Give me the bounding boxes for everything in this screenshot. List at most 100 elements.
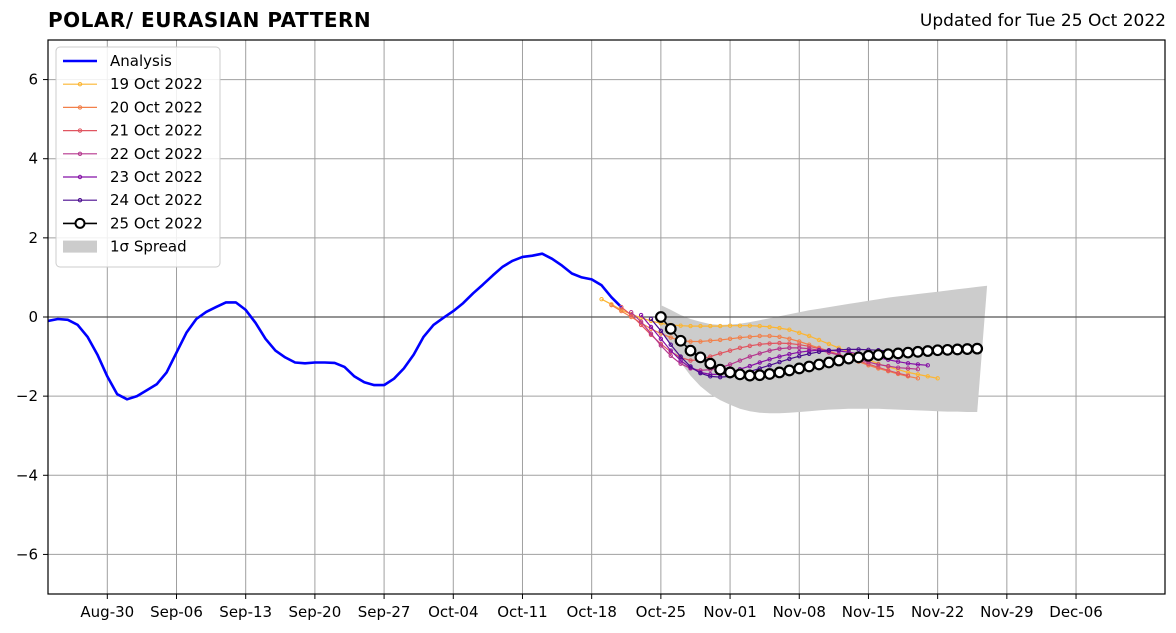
data-point xyxy=(905,361,911,366)
data-point xyxy=(694,351,707,364)
data-point xyxy=(767,324,772,330)
data-point xyxy=(668,353,673,358)
data-point xyxy=(777,354,782,359)
legend-item: 20 Oct 2022 xyxy=(63,98,203,116)
data-point xyxy=(757,323,762,329)
data-point xyxy=(777,346,782,351)
data-point xyxy=(688,323,693,329)
data-point xyxy=(727,362,733,367)
data-point xyxy=(737,345,743,351)
data-point xyxy=(678,354,683,359)
data-point xyxy=(905,373,911,378)
legend-marker xyxy=(77,105,83,110)
data-point xyxy=(793,362,806,375)
data-point xyxy=(806,348,812,354)
data-point xyxy=(737,323,743,328)
x-tick-label: Sep-27 xyxy=(358,603,411,621)
data-point xyxy=(708,338,713,343)
data-point xyxy=(806,346,812,351)
data-point xyxy=(931,344,944,357)
data-point xyxy=(915,372,921,377)
data-point xyxy=(813,358,825,371)
y-tick-label: 2 xyxy=(28,229,38,247)
y-tick-label: 0 xyxy=(28,308,38,326)
data-point xyxy=(826,348,832,353)
legend-marker xyxy=(74,217,86,229)
data-point xyxy=(856,347,861,352)
data-point xyxy=(852,351,865,364)
data-point xyxy=(708,323,713,329)
data-point xyxy=(609,302,614,308)
y-tick-label: 6 xyxy=(28,71,38,89)
legend-box xyxy=(55,46,221,268)
data-point xyxy=(727,336,733,341)
data-point xyxy=(862,349,875,362)
data-point xyxy=(757,342,762,347)
data-point xyxy=(921,345,934,357)
x-tick-label: Nov-29 xyxy=(980,603,1033,621)
data-point xyxy=(961,343,974,355)
data-point xyxy=(698,323,703,329)
data-point xyxy=(842,352,855,365)
y-tick-label: −2 xyxy=(16,387,38,405)
data-point xyxy=(797,353,802,359)
data-point xyxy=(836,347,841,353)
data-point xyxy=(767,363,772,368)
data-point xyxy=(717,323,723,329)
data-point xyxy=(599,296,604,302)
data-point xyxy=(747,343,753,349)
data-point xyxy=(777,334,782,339)
data-point xyxy=(747,334,753,339)
data-point xyxy=(619,308,624,314)
data-point xyxy=(658,328,664,334)
data-point xyxy=(717,337,723,343)
data-point xyxy=(911,345,924,358)
legend-marker xyxy=(77,82,83,87)
data-point xyxy=(895,365,901,370)
x-tick-label: Sep-13 xyxy=(219,603,272,621)
data-point xyxy=(777,340,782,346)
x-tick-label: Nov-01 xyxy=(703,603,756,621)
data-point xyxy=(872,349,885,361)
data-point xyxy=(902,346,914,359)
data-point xyxy=(951,343,964,356)
data-point xyxy=(648,316,654,322)
data-point xyxy=(763,368,776,380)
data-point xyxy=(925,363,930,368)
data-point xyxy=(787,327,792,332)
data-point xyxy=(688,358,693,363)
legend-label: 19 Oct 2022 xyxy=(110,75,203,93)
data-point xyxy=(797,345,802,351)
legend-label: 25 Oct 2022 xyxy=(110,214,203,232)
data-point xyxy=(648,331,654,336)
y-tick-label: −6 xyxy=(16,545,38,563)
legend-marker xyxy=(77,174,83,180)
legend-item: Analysis xyxy=(63,52,172,70)
data-point xyxy=(777,359,782,365)
data-point xyxy=(783,364,796,377)
data-point xyxy=(727,323,733,328)
chart-title: POLAR/ EURASIAN PATTERN xyxy=(48,8,372,32)
data-point xyxy=(724,366,736,379)
updated-label: Updated for Tue 25 Oct 2022 xyxy=(919,11,1166,31)
data-point xyxy=(658,343,664,348)
data-point xyxy=(787,356,792,362)
data-point xyxy=(753,369,766,382)
data-point xyxy=(915,362,921,367)
data-point xyxy=(905,366,911,371)
data-point xyxy=(882,348,895,361)
x-tick-label: Dec-06 xyxy=(1049,603,1103,621)
data-point xyxy=(816,337,822,343)
data-point xyxy=(688,339,693,344)
data-point xyxy=(698,339,703,344)
data-point xyxy=(619,304,624,310)
data-point xyxy=(935,376,940,381)
data-point xyxy=(846,347,851,352)
data-point xyxy=(823,356,835,369)
data-point xyxy=(767,348,772,353)
data-point xyxy=(638,312,644,318)
legend-label: 1σ Spread xyxy=(110,238,187,256)
legend-marker xyxy=(77,151,83,157)
